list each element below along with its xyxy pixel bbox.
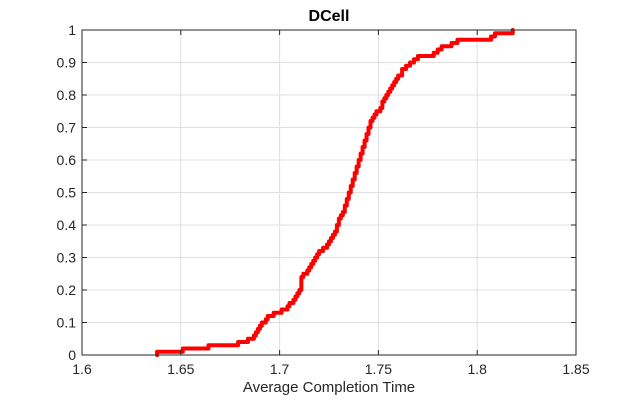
series-layer xyxy=(155,28,515,357)
y-tick-label: 0 xyxy=(68,347,76,363)
y-tick-label: 0.7 xyxy=(57,120,77,136)
x-tick-label: 1.75 xyxy=(365,361,392,377)
y-tick-label: 0.1 xyxy=(57,315,77,331)
x-tick-label: 1.65 xyxy=(167,361,194,377)
y-tick-label: 0.5 xyxy=(57,185,77,201)
y-tick-label: 0.6 xyxy=(57,152,77,168)
chart-title: DCell xyxy=(309,8,350,25)
y-tick-label: 1 xyxy=(68,22,76,38)
y-tick-label: 0.4 xyxy=(57,217,77,233)
y-tick-label: 0.3 xyxy=(57,250,77,266)
y-tick-label: 0.9 xyxy=(57,55,77,71)
x-tick-label: 1.8 xyxy=(467,361,487,377)
y-tick-label: 0.8 xyxy=(57,87,77,103)
series-line xyxy=(155,28,515,357)
y-tick-label: 0.2 xyxy=(57,282,77,298)
grid xyxy=(81,29,577,356)
x-tick-label: 1.85 xyxy=(562,361,589,377)
x-tick-label: 1.6 xyxy=(72,361,92,377)
ticks: 1.6 1.65 1.7 1.75 1.8 1.85 0 0.1 0.2 0.3 0.4 0.5 0.6… xyxy=(57,22,590,377)
x-axis-label: Average Completion Time xyxy=(243,379,415,396)
x-tick-label: 1.7 xyxy=(270,361,290,377)
